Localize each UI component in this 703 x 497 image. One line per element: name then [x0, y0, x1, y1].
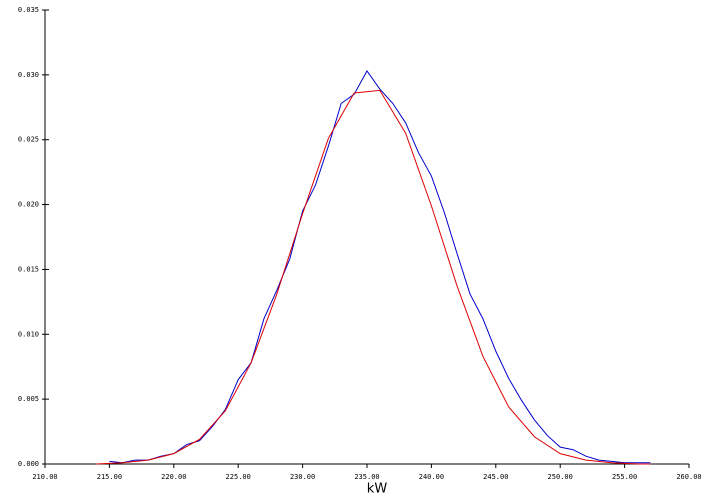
x-axis-label: kW: [367, 482, 388, 497]
y-tick-label: 0.035: [18, 6, 39, 14]
x-tick-label: 250.00: [548, 473, 573, 481]
x-tick-label: 240.00: [419, 473, 444, 481]
y-tick-label: 0.020: [18, 201, 39, 209]
x-tick-label: 215.00: [97, 473, 122, 481]
y-tick-label: 0.030: [18, 71, 39, 79]
x-tick-label: 230.00: [290, 473, 315, 481]
x-tick-label: 210.00: [32, 473, 57, 481]
series-line: [96, 89, 651, 465]
y-tick-label: 0.005: [18, 395, 39, 403]
x-tick-label: 255.00: [612, 473, 637, 481]
y-tick-label: 0.025: [18, 136, 39, 144]
series-line: [109, 70, 651, 464]
y-tick-label: 0.015: [18, 265, 39, 273]
y-tick-label: 0.000: [18, 460, 39, 468]
x-tick-label: 225.00: [226, 473, 251, 481]
x-tick-label: 220.00: [161, 473, 186, 481]
y-tick-label: 0.010: [18, 330, 39, 338]
x-tick-label: 235.00: [354, 473, 379, 481]
x-tick-label: 245.00: [483, 473, 508, 481]
x-tick-label: 260.00: [676, 473, 701, 481]
